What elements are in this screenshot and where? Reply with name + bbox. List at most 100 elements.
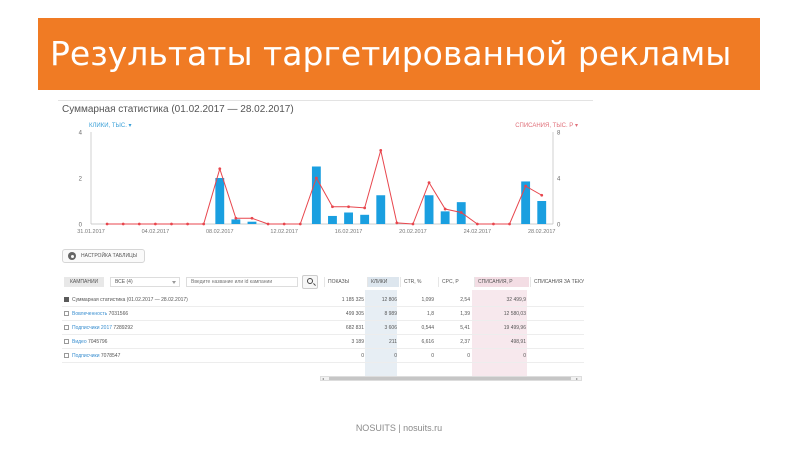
table-row[interactable]: Подписчики 2017 7289292 682 831 3 606 0,544… [62,321,584,335]
row-checkbox[interactable] [64,297,69,302]
spend-point [508,222,511,226]
row-checkbox[interactable] [64,311,69,316]
title-banner: Результаты таргетированной рекламы [38,18,760,90]
spend-point [218,167,222,171]
cell-cpc: 0 [467,353,470,359]
campaign-id: 7289292 [112,325,133,331]
campaign-link[interactable]: Подписчики 7078547 [72,353,121,359]
search-icon [307,278,313,284]
campaign-id: 7078547 [99,353,121,359]
row-checkbox[interactable] [64,353,69,358]
campaign-link[interactable]: Подписчики 2017 7289292 [72,325,133,331]
click-bar [231,219,241,224]
scroll-thumb[interactable] [329,377,571,380]
cell-spend: 498,91 [510,339,526,345]
click-bar [424,195,434,224]
spend-point [540,193,544,197]
cell-shows: 3 189 [351,339,364,345]
clicks-axis-selector[interactable]: КЛИКИ, ТЫС. ▾ [89,123,132,129]
spend-point [282,222,286,226]
spend-point [459,211,463,214]
column-spend[interactable]: СПИСАНИЯ, Р [474,277,529,287]
spend-point [202,222,206,226]
column-clicks[interactable]: КЛИКИ [367,277,399,287]
scroll-right-icon[interactable]: ▸ [576,376,579,381]
table-row[interactable]: Видео 7045796 3 189 211 6,616 2,37 498,91 [62,335,584,349]
table-row[interactable]: Вовлеченность 7031566 499 305 8 989 1,8 1,39… [62,307,584,321]
footer: NOSUITS | nosuits.ru [0,423,800,433]
right-tick-label: 4 [557,177,561,183]
cell-ctr: 0 [431,353,434,359]
spend-point [443,207,447,211]
left-tick-label: 2 [79,177,83,183]
click-bar [440,211,450,224]
spend-point [266,222,270,226]
x-tick-label: 04.02.2017 [142,229,170,235]
cell-ctr: 1,099 [421,297,434,303]
x-tick-label: 24.02.2017 [464,229,492,235]
table-row[interactable]: Суммарная статистика (01.02.2017 — 28.02… [62,293,584,307]
row-checkbox[interactable] [64,339,69,344]
chevron-down-icon [172,281,176,284]
spend-axis-selector[interactable]: СПИСАНИЯ, ТЫС. Р ▾ [515,123,578,129]
table-settings-button[interactable]: НАСТРОЙКА ТАБЛИЦЫ [62,249,146,263]
cell-cpc: 1,39 [460,311,470,317]
cell-spend: 12 580,03 [503,311,526,317]
campaign-id: 7045796 [86,339,108,345]
click-bar [521,181,531,224]
summary-label: Суммарная статистика (01.02.2017 — 28.02… [72,297,188,303]
table-row[interactable]: Подписчики 7078547 0 0 0 0 0 [62,349,584,363]
stats-title: Суммарная статистика (01.02.2017 — 28.02… [62,104,294,115]
cell-ctr: 0,544 [421,325,434,331]
column-shows[interactable]: ПОКАЗЫ [324,277,366,287]
campaigns-tag: КАМПАНИИ [64,277,105,287]
spend-point [137,222,141,226]
campaign-select[interactable]: ВСЕ (4) [110,277,180,287]
spend-point [347,205,350,209]
spend-point [105,222,109,226]
campaign-search-input[interactable] [186,277,298,287]
filter-row: КАМПАНИИ ВСЕ (4) ПОКАЗЫ КЛИКИ CTR, % CPC… [62,275,584,289]
campaign-link[interactable]: Вовлеченность 7031566 [72,311,129,317]
scroll-left-icon[interactable]: ◂ [322,376,325,381]
cell-cpc: 2,37 [460,339,470,345]
spend-series-line [107,150,542,225]
left-tick-label: 0 [79,223,83,229]
cell-spend: 0 [523,353,526,359]
spend-point [395,221,399,225]
spend-point [170,222,173,226]
table-settings-label: НАСТРОЙКА ТАБЛИЦЫ [81,253,138,259]
search-button[interactable] [302,275,318,289]
cell-cpc: 2,54 [460,297,470,303]
campaign-link[interactable]: Видео 7045796 [72,339,108,345]
column-spend-current[interactable]: СПИСАНИЯ ЗА ТЕКУ [530,277,584,287]
x-tick-label: 08.02.2017 [206,229,234,235]
cell-shows: 0 [361,353,364,359]
click-bar [328,215,337,224]
click-bar [360,214,370,224]
column-ctr[interactable]: CTR, % [400,277,437,287]
click-bar [537,201,547,224]
cell-ctr: 1,8 [427,311,434,317]
horizontal-scrollbar[interactable]: ◂ ▸ [320,376,582,381]
x-tick-label: 20.02.2017 [399,229,427,235]
click-bar [247,221,257,224]
spend-point [250,216,254,220]
spend-point [186,222,189,226]
x-tick-label: 16.02.2017 [335,229,363,235]
x-tick-label: 31.01.2017 [77,229,105,235]
campaign-id: 7031566 [107,311,129,317]
row-checkbox[interactable] [64,325,69,330]
spend-point [153,222,157,226]
spend-point [234,216,238,220]
spend-point [379,149,383,152]
cell-clicks: 211 [389,339,397,345]
spend-point [363,206,367,210]
column-cpc[interactable]: CPC, Р [438,277,473,287]
cell-shows: 682 831 [345,325,364,331]
cell-shows: 1 185 325 [341,297,364,303]
cell-clicks: 12 806 [381,297,397,303]
cell-shows: 499 305 [345,311,364,317]
right-tick-label: 8 [557,131,561,137]
cell-clicks: 3 606 [384,325,397,331]
